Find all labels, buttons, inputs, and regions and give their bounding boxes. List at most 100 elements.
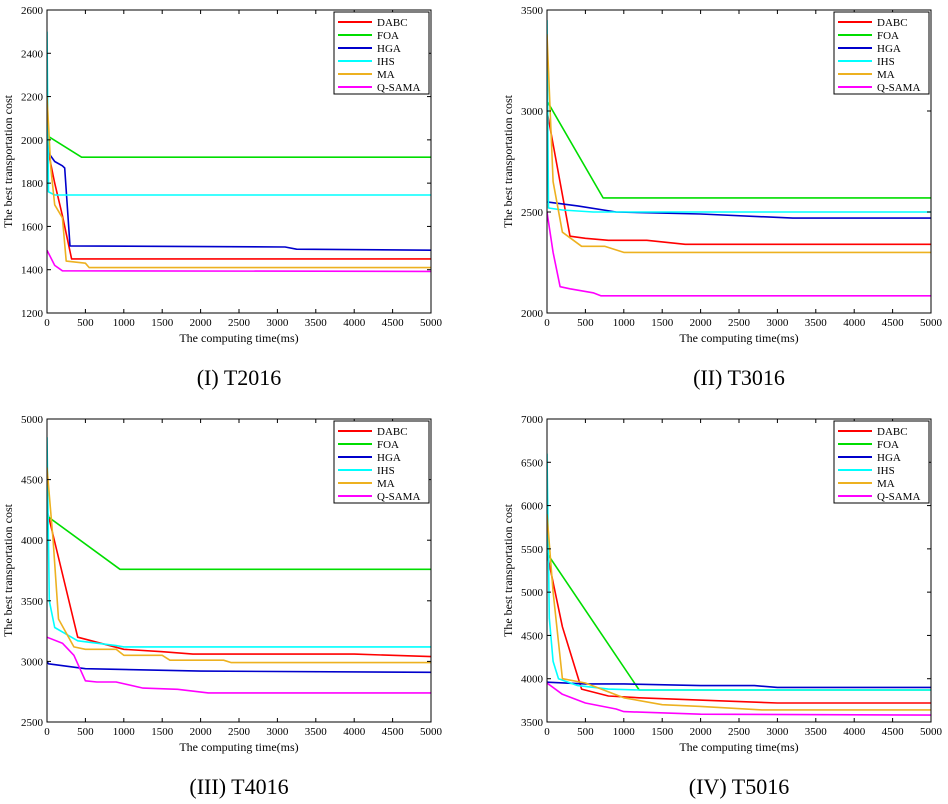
- legend-entry-dabc: DABC: [877, 17, 908, 29]
- chart-panel-t3016: (II) T3016 0 500 1000 1500 2000 2500 3000 3500 4…: [501, 5, 943, 390]
- panel-caption: (IV) T5016: [689, 774, 789, 799]
- x-tick-label: 2500: [228, 726, 251, 738]
- y-tick-label: 5500: [521, 544, 544, 556]
- legend-entry-dabc: DABC: [877, 426, 908, 438]
- x-tick-label: 1000: [113, 317, 136, 329]
- y-tick-label: 1800: [21, 178, 44, 190]
- x-tick-label: 3500: [805, 726, 828, 738]
- x-tick-label: 1500: [151, 726, 174, 738]
- y-tick-label: 1400: [21, 265, 44, 277]
- legend-entry-ihs: IHS: [877, 56, 895, 68]
- chart-panel-t2016: (I) T2016 0 500 1000 1500 2000 2500 3000 3500 40…: [1, 5, 443, 390]
- y-tick-label: 2500: [21, 717, 44, 729]
- legend-entry-ihs: IHS: [377, 465, 395, 477]
- series-line-ma: [547, 34, 931, 254]
- x-axis-label: The computing time(ms): [679, 331, 798, 345]
- x-tick-label: 0: [44, 317, 50, 329]
- y-tick-label: 3500: [21, 596, 44, 608]
- series-line-dabc: [47, 509, 431, 658]
- x-tick-label: 3000: [266, 726, 289, 738]
- y-tick-label: 1600: [21, 221, 44, 233]
- legend-entry-hga: HGA: [377, 43, 401, 55]
- y-tick-label: 6500: [521, 457, 544, 469]
- legend-box: [833, 11, 930, 95]
- x-tick-label: 4500: [882, 726, 905, 738]
- chart-panel-t5016: (IV) T5016 0 500 1000 1500 2000 2500 3000 3500 4…: [501, 414, 943, 799]
- y-tick-label: 5000: [21, 414, 44, 426]
- series-line-foa: [47, 515, 431, 571]
- y-tick-label: 2200: [21, 92, 44, 104]
- x-tick-label: 500: [77, 726, 94, 738]
- x-axis-label: The computing time(ms): [179, 331, 298, 345]
- x-tick-label: 3000: [766, 317, 789, 329]
- x-tick-label: 3000: [766, 726, 789, 738]
- x-axis-label: The computing time(ms): [679, 740, 798, 754]
- legend-entry-dabc: DABC: [377, 426, 408, 438]
- y-tick-label: 4000: [521, 674, 544, 686]
- series-group: [547, 20, 931, 297]
- panel-caption: (III) T4016: [189, 774, 288, 799]
- x-tick-label: 2500: [728, 317, 751, 329]
- x-tick-label: 1500: [151, 317, 174, 329]
- x-tick-label: 4000: [843, 317, 866, 329]
- x-tick-label: 4000: [343, 317, 366, 329]
- y-axis-label: The best transportation cost: [1, 94, 15, 228]
- x-axis-label: The computing time(ms): [179, 740, 298, 754]
- x-tick-label: 4000: [843, 726, 866, 738]
- x-tick-label: 3000: [266, 317, 289, 329]
- legend-entry-ma: MA: [877, 478, 895, 490]
- legend-entry-ma: MA: [877, 69, 895, 81]
- series-line-hga: [547, 201, 931, 219]
- x-tick-label: 2500: [728, 726, 751, 738]
- legend-entry-ihs: IHS: [877, 465, 895, 477]
- series-line-hga: [547, 681, 931, 689]
- y-tick-label: 7000: [521, 414, 544, 426]
- y-axis-label: The best transportation cost: [501, 94, 515, 228]
- legend-entry-foa: FOA: [377, 439, 399, 451]
- legend-entry-hga: HGA: [377, 452, 401, 464]
- x-tick-label: 1000: [613, 726, 636, 738]
- x-tick-label: 4500: [382, 726, 405, 738]
- legend-entry-dabc: DABC: [377, 17, 408, 29]
- series-line-ihs: [547, 453, 931, 691]
- y-tick-label: 4500: [21, 475, 44, 487]
- x-tick-label: 2000: [190, 317, 213, 329]
- x-tick-label: 500: [577, 726, 594, 738]
- legend-box: [333, 420, 430, 504]
- legend-entry-ihs: IHS: [377, 56, 395, 68]
- y-tick-label: 3000: [21, 656, 44, 668]
- series-group: [47, 31, 431, 273]
- y-tick-label: 3000: [521, 106, 544, 118]
- x-tick-label: 5000: [420, 726, 443, 738]
- y-tick-label: 2000: [21, 135, 44, 147]
- series-line-ma: [47, 467, 431, 664]
- legend-entry-foa: FOA: [877, 30, 899, 42]
- y-tick-label: 5000: [521, 587, 544, 599]
- x-tick-label: 2000: [690, 726, 713, 738]
- x-tick-label: 500: [577, 317, 594, 329]
- legend-box: [833, 420, 930, 504]
- legend-entry-foa: FOA: [877, 439, 899, 451]
- legend-box: [333, 11, 430, 95]
- series-group: [547, 453, 931, 716]
- legend-entry-ma: MA: [377, 69, 395, 81]
- panel-caption: (I) T2016: [197, 365, 282, 390]
- x-tick-label: 4500: [882, 317, 905, 329]
- y-tick-label: 2500: [521, 207, 544, 219]
- x-tick-label: 0: [44, 726, 50, 738]
- x-tick-label: 0: [544, 317, 550, 329]
- x-tick-label: 5000: [920, 317, 943, 329]
- series-line-dabc: [547, 553, 931, 704]
- y-tick-label: 3500: [521, 5, 544, 17]
- series-line-ihs: [547, 20, 931, 213]
- x-tick-label: 3500: [305, 726, 328, 738]
- x-tick-label: 500: [77, 317, 94, 329]
- y-tick-label: 3500: [521, 717, 544, 729]
- legend-entry-q-sama: Q-SAMA: [377, 491, 420, 503]
- x-tick-label: 1500: [651, 317, 674, 329]
- y-axis-label: The best transportation cost: [501, 503, 515, 637]
- y-tick-label: 4000: [21, 535, 44, 547]
